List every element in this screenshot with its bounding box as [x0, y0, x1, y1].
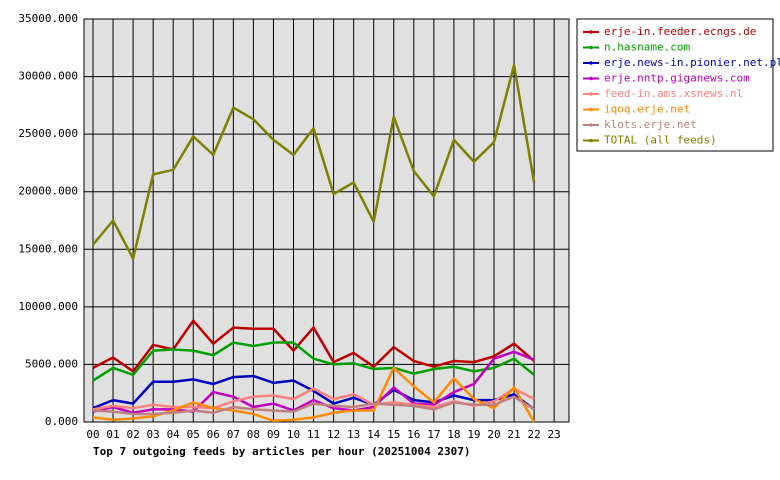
legend-label: n.hasname.com — [604, 41, 690, 54]
y-tick-label: 15000.000 — [18, 242, 78, 255]
x-tick-label: 19 — [467, 428, 480, 441]
legend-marker — [589, 30, 593, 34]
x-tick-label: 08 — [247, 428, 260, 441]
series-line — [92, 319, 535, 373]
x-tick-label: 10 — [287, 428, 300, 441]
legend-marker — [589, 61, 593, 65]
legend-label: erje.nntp.giganews.com — [604, 72, 750, 85]
x-tick-label: 03 — [147, 428, 160, 441]
x-tick-label: 14 — [367, 428, 381, 441]
x-tick-label: 23 — [548, 428, 561, 441]
y-tick-label: 20000.000 — [18, 185, 78, 198]
x-tick-label: 06 — [207, 428, 220, 441]
x-tick-label: 05 — [187, 428, 200, 441]
x-tick-label: 20 — [487, 428, 500, 441]
x-tick-label: 15 — [387, 428, 400, 441]
x-tick-label: 16 — [407, 428, 420, 441]
legend-label: erje.news-in.pionier.net.pl — [604, 56, 780, 69]
legend-label: klots.erje.net — [604, 118, 697, 131]
x-tick-label: 07 — [227, 428, 240, 441]
x-tick-label: 17 — [427, 428, 440, 441]
legend-label: erje-in.feeder.ecngs.de — [604, 25, 756, 38]
plot-border — [83, 18, 570, 423]
x-tick-label: 02 — [126, 428, 139, 441]
legend-marker — [589, 76, 593, 81]
series-line — [92, 63, 536, 260]
x-tick-label: 01 — [106, 428, 119, 441]
plot-area — [84, 19, 569, 422]
y-tick-label: 30000.000 — [18, 70, 78, 83]
y-tick-label: 35000.000 — [18, 12, 78, 25]
series-line — [92, 341, 535, 382]
y-tick-label: 25000.000 — [18, 127, 78, 140]
x-tick-label: 21 — [507, 428, 520, 441]
x-tick-label: 13 — [347, 428, 360, 441]
chart-title: Top 7 outgoing feeds by articles per hou… — [93, 445, 471, 458]
legend-label: feed-in.ams.xsnews.nl — [604, 87, 743, 100]
legend-marker — [589, 92, 593, 96]
legend-label: TOTAL (all feeds) — [604, 134, 717, 147]
series-line — [92, 350, 535, 415]
series-line — [92, 374, 535, 411]
legend-marker — [589, 45, 593, 50]
legend-marker — [589, 138, 593, 143]
x-tick-label: 18 — [447, 428, 460, 441]
x-tick-label: 11 — [307, 428, 320, 441]
y-tick-label: 0.000 — [45, 415, 78, 428]
series-line — [92, 395, 535, 416]
x-tick-label: 00 — [86, 428, 99, 441]
legend-marker — [589, 107, 593, 112]
x-tick-label: 04 — [167, 428, 181, 441]
x-tick-label: 09 — [267, 428, 280, 441]
y-tick-label: 5000.000 — [25, 357, 78, 370]
y-tick-label: 10000.000 — [18, 300, 78, 313]
x-tick-label: 12 — [327, 428, 340, 441]
legend-box — [576, 18, 774, 152]
x-tick-label: 22 — [527, 428, 540, 441]
legend-marker — [589, 123, 593, 127]
legend-label: iqoq.erje.net — [604, 103, 690, 116]
